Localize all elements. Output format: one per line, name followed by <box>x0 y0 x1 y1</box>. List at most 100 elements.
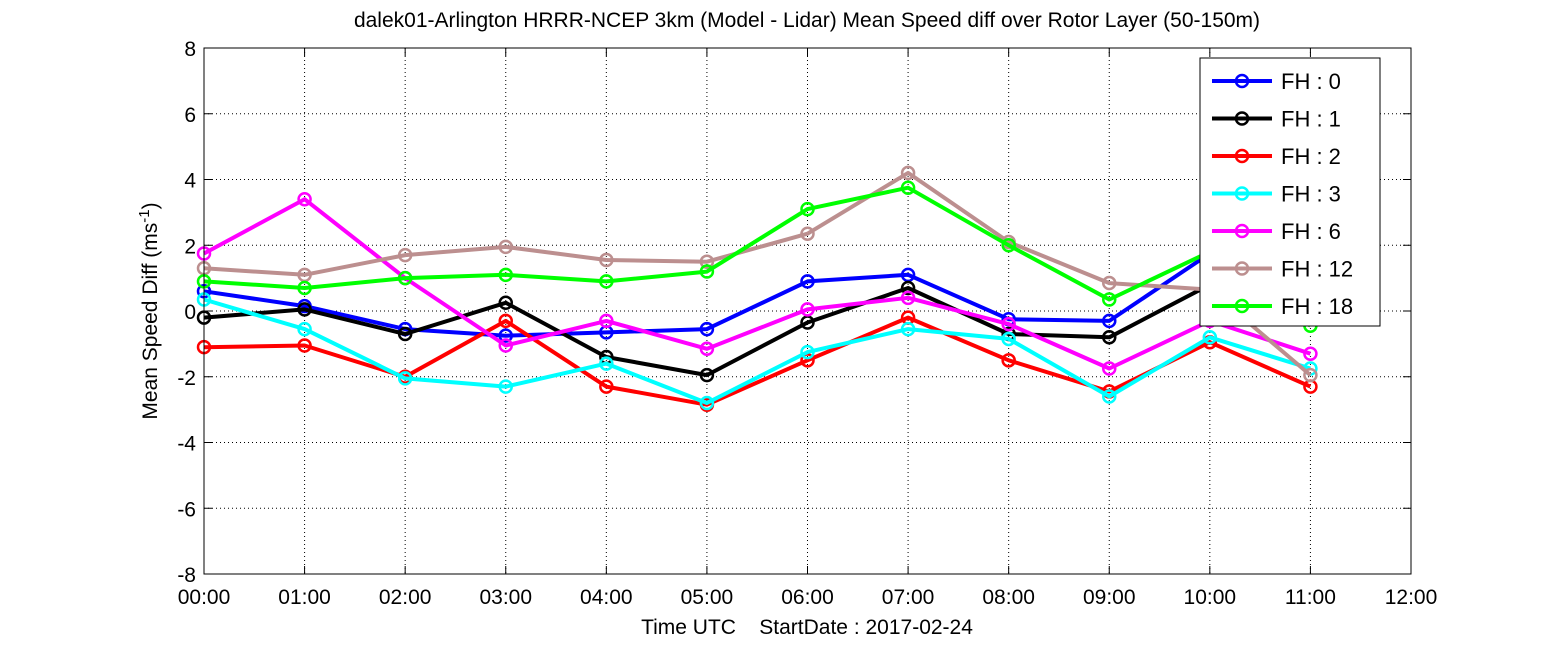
data-point <box>699 254 715 269</box>
legend: FH : 0 FH : 1 FH : 2 FH : 3 FH : 6 FH : 12 FH … <box>1199 57 1381 327</box>
y-tick-label: 0 <box>184 301 196 324</box>
legend-swatch-marker <box>1234 148 1250 164</box>
x-axis-label: Time UTC StartDate : 2017-02-24 <box>641 616 973 639</box>
data-point <box>1102 313 1117 329</box>
series-line <box>203 282 1211 378</box>
series-4 <box>196 191 1318 376</box>
data-point <box>1001 316 1016 332</box>
x-tick-label: 06:00 <box>781 586 834 609</box>
data-point <box>1202 330 1218 345</box>
series-line <box>203 170 1312 377</box>
data-point <box>498 379 513 394</box>
x-tick-label: 07:00 <box>882 586 935 609</box>
x-tick-label: 00:00 <box>178 586 231 609</box>
x-tick-label: 08:00 <box>982 586 1035 609</box>
data-point <box>1001 331 1016 347</box>
legend-entry: FH : 1 <box>1212 107 1341 132</box>
legend-swatch-marker <box>1234 223 1250 239</box>
plot-frame <box>203 47 1412 575</box>
data-point <box>900 165 916 181</box>
x-tick-label: 11:00 <box>1285 586 1336 609</box>
data-point <box>900 280 916 296</box>
legend-entry: FH : 18 <box>1212 294 1353 319</box>
data-point <box>1001 238 1016 253</box>
data-point <box>599 379 614 394</box>
data-point <box>498 267 513 283</box>
data-point <box>699 264 715 279</box>
x-tick-label: 01:00 <box>278 586 331 609</box>
legend-entry: FH : 2 <box>1212 144 1341 169</box>
data-point <box>498 328 513 343</box>
data-point <box>900 180 916 195</box>
data-point <box>498 338 513 353</box>
data-point <box>699 395 715 411</box>
legend-label: FH : 3 <box>1281 182 1341 207</box>
data-point <box>297 302 312 317</box>
legend-entry: FH : 3 <box>1212 182 1341 207</box>
data-point <box>397 247 413 263</box>
data-point <box>1102 275 1117 291</box>
y-tick-label: 4 <box>184 170 196 193</box>
data-point <box>397 326 413 342</box>
y-tick-label: -2 <box>177 367 196 390</box>
legend-label: FH : 2 <box>1281 144 1341 169</box>
data-point <box>699 367 715 383</box>
data-point <box>599 252 614 268</box>
series-line <box>203 197 1312 371</box>
data-point <box>699 341 715 357</box>
data-point <box>800 274 815 289</box>
legend-label: FH : 18 <box>1281 294 1353 319</box>
y-axis-label-unit-exponent: -1 <box>136 209 153 222</box>
data-point <box>297 191 312 207</box>
y-tick-label: 6 <box>184 104 196 127</box>
data-point <box>599 274 614 289</box>
data-point <box>599 313 614 329</box>
y-tick-label: -8 <box>177 564 196 587</box>
y-tick-label: 2 <box>184 235 196 258</box>
legend-swatch-marker <box>1234 73 1250 89</box>
data-point <box>297 321 312 337</box>
y-tick-label: -4 <box>177 433 196 456</box>
data-point <box>800 344 815 360</box>
data-point <box>900 290 916 306</box>
data-point <box>1001 353 1016 368</box>
y-tick-label: 8 <box>184 38 196 61</box>
x-tick-label: 05:00 <box>681 586 734 609</box>
legend-swatch-marker <box>1234 261 1250 276</box>
data-point <box>800 226 815 241</box>
y-axis-label-close: ) <box>139 202 162 209</box>
data-point <box>699 321 715 337</box>
legend-entry: FH : 0 <box>1212 69 1341 94</box>
legend-label: FH : 12 <box>1281 257 1353 282</box>
legend-entry: FH : 12 <box>1212 257 1353 282</box>
series-line <box>203 251 1211 338</box>
data-point <box>1303 367 1318 383</box>
data-point <box>800 302 815 317</box>
data-point <box>900 321 916 337</box>
y-axis-label-main: Mean Speed Diff (ms <box>139 223 162 420</box>
data-point <box>1102 330 1117 345</box>
legend-label: FH : 0 <box>1281 69 1341 94</box>
data-point <box>498 313 513 329</box>
x-tick-label: 09:00 <box>1083 586 1136 609</box>
legend-swatch-marker <box>1234 298 1250 314</box>
legend-label: FH : 6 <box>1281 219 1341 244</box>
data-point <box>498 295 513 311</box>
series-line <box>203 185 1312 328</box>
legend-entry: FH : 6 <box>1212 219 1341 244</box>
legend-label: FH : 1 <box>1281 107 1341 132</box>
data-point <box>1102 361 1117 376</box>
data-point <box>1303 346 1318 361</box>
data-point <box>1102 389 1117 404</box>
x-tick-labels: 00:00 01:00 02:00 03:00 04:00 05:00 06:00 07:00… <box>178 586 1438 609</box>
y-tick-label: -6 <box>177 498 196 521</box>
x-tick-label: 12:00 <box>1385 586 1438 609</box>
legend-swatch-marker <box>1234 186 1250 201</box>
y-tick-labels: 8 6 4 2 0 -2 -4 -6 -8 <box>177 38 196 587</box>
series-6 <box>196 180 1318 334</box>
series-line <box>203 297 1311 405</box>
x-tick-label: 03:00 <box>479 586 532 609</box>
data-point <box>498 239 513 255</box>
series-3 <box>196 292 1318 411</box>
